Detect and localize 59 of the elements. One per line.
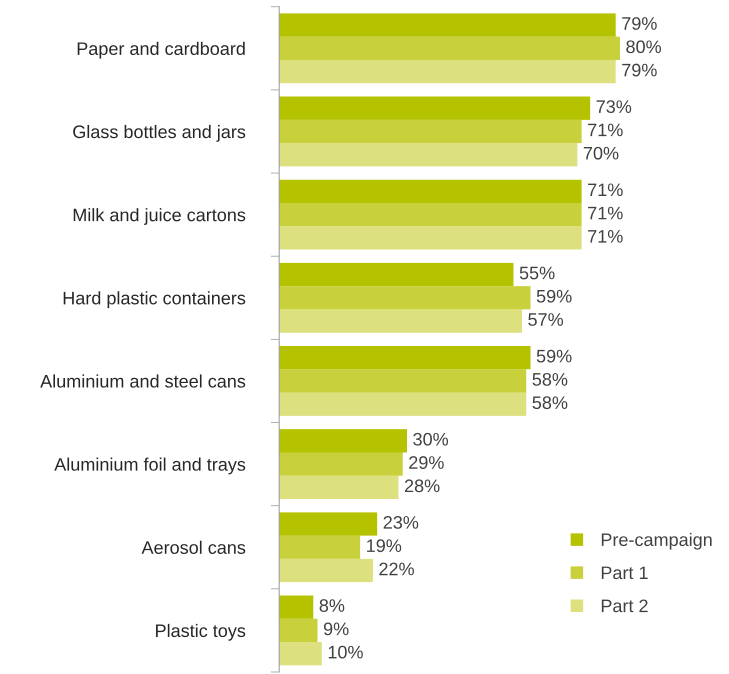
data-label: 80% xyxy=(626,40,662,54)
y-tick-label: Aerosol cans xyxy=(142,540,246,554)
bar xyxy=(279,536,360,559)
bar xyxy=(279,143,578,166)
bar xyxy=(279,642,322,666)
bar xyxy=(279,96,590,120)
bar xyxy=(279,202,582,226)
bar xyxy=(279,618,318,642)
bar xyxy=(279,13,616,37)
data-label: 71% xyxy=(588,230,623,243)
bar xyxy=(279,286,531,310)
data-label: 29% xyxy=(409,456,444,469)
data-label: 73% xyxy=(596,100,632,114)
bar xyxy=(279,346,531,370)
y-tick-label: Aluminium and steel cans xyxy=(40,374,246,388)
y-tick-label: Glass bottles and jars xyxy=(73,124,246,142)
bar xyxy=(279,429,407,452)
bar xyxy=(279,262,514,286)
legend-label: Part 1 xyxy=(602,566,648,580)
y-tick-label: Hard plastic containers xyxy=(64,291,246,308)
bar xyxy=(279,180,582,203)
legend-label: Part 2 xyxy=(602,599,648,612)
bar xyxy=(279,452,403,476)
data-label: 71% xyxy=(588,183,623,196)
data-label: 58% xyxy=(532,373,568,386)
y-tick-label: Aluminium foil and trays xyxy=(54,458,246,474)
bar xyxy=(279,369,526,393)
bar xyxy=(279,60,616,84)
data-label: 59% xyxy=(536,350,572,362)
bar xyxy=(279,120,582,144)
data-label: 8% xyxy=(320,599,344,612)
bar xyxy=(279,512,378,536)
bar xyxy=(279,36,620,60)
data-label: 70% xyxy=(584,146,618,160)
bar xyxy=(279,476,398,500)
y-tick-label: Paper and cardboard xyxy=(78,42,245,59)
y-tick-label: Milk and juice cartons xyxy=(74,208,246,225)
bar xyxy=(279,309,522,333)
data-label: 71% xyxy=(588,206,623,220)
data-label: 19% xyxy=(367,539,402,552)
data-label: 79% xyxy=(622,64,657,76)
data-label: 79% xyxy=(622,17,657,30)
y-tick-label: Plastic toys xyxy=(156,624,246,641)
data-label: 23% xyxy=(384,516,418,529)
bar xyxy=(279,226,582,250)
data-label: 55% xyxy=(520,266,555,280)
bar xyxy=(279,595,314,619)
data-label: 30% xyxy=(413,432,448,446)
data-label: 57% xyxy=(528,313,564,326)
data-label: 71% xyxy=(588,124,623,136)
bar xyxy=(279,558,373,582)
data-label: 9% xyxy=(324,622,349,636)
data-label: 10% xyxy=(328,646,363,659)
data-label: 22% xyxy=(379,562,414,576)
data-label: 59% xyxy=(536,290,572,303)
data-label: 58% xyxy=(532,396,568,410)
bar xyxy=(279,392,526,416)
legend-label: Pre-campaign xyxy=(602,532,712,550)
data-label: 28% xyxy=(404,479,440,492)
